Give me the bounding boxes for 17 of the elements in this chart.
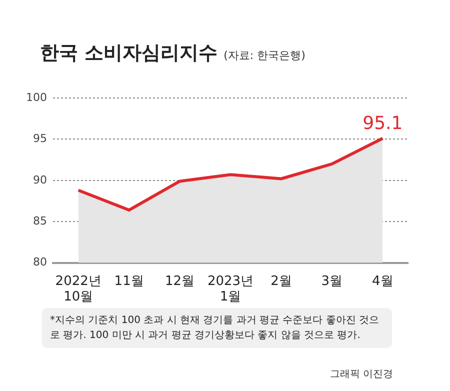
- x-tick-label: 4월: [372, 274, 394, 289]
- x-tick-label: 2023년 1월: [207, 274, 254, 305]
- text: *지수의 기준치 100 초과 시 현재 경기를 과거 평균 수준보다 좋아진 것으로 평가. 100 미만 시 과거 평균 경기상황보다 좋지 않을 것으로 평가.: [42, 308, 392, 348]
- chart-subtitle: (자료: 한국은행): [224, 49, 306, 62]
- x-tick-label: 11월: [114, 274, 144, 289]
- data-label: 95.1: [362, 113, 403, 134]
- y-tick-label: 90: [32, 173, 47, 186]
- x-tick-label: 3월: [321, 274, 343, 289]
- y-tick-label: 95: [32, 132, 47, 146]
- y-tick-label: 85: [32, 214, 47, 228]
- x-tick-label: 12월: [165, 274, 195, 289]
- y-tick-label: 80: [32, 256, 47, 269]
- text: 그래픽 이진경: [330, 368, 394, 381]
- x-tick-label: 2월: [270, 274, 292, 289]
- chart-title: 한국 소비자심리지수: [40, 42, 218, 64]
- y-tick-label: 100: [26, 90, 47, 104]
- x-tick-label: 2022년 10월: [55, 274, 102, 305]
